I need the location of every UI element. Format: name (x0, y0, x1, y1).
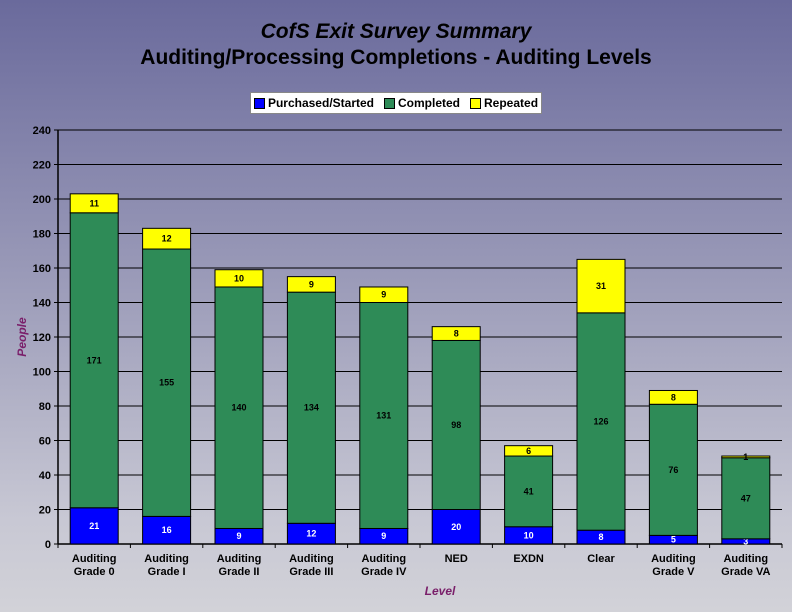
legend-item-repeated: Repeated (470, 96, 538, 110)
bar-segment-repeated (648, 389, 698, 405)
data-label: 8 (598, 532, 603, 542)
data-label: 76 (668, 465, 678, 475)
x-tick-label: Grade V (652, 566, 695, 578)
y-tick-label: 240 (33, 125, 51, 137)
x-tick-label: Grade VA (721, 566, 770, 578)
y-tick-label: 140 (33, 298, 51, 310)
x-tick-label: Auditing (217, 553, 262, 565)
bar-segment-completed (69, 212, 119, 509)
bar-segment-completed (721, 457, 771, 540)
data-label: 134 (304, 403, 319, 413)
legend-swatch-purchased (253, 97, 265, 109)
legend-label-repeated: Repeated (484, 96, 539, 110)
data-label: 21 (89, 521, 99, 531)
data-label: 20 (451, 522, 461, 532)
data-label: 10 (524, 530, 534, 540)
data-label: 8 (671, 392, 676, 402)
bar-segment-repeated (576, 258, 626, 314)
x-tick-label: Grade 0 (74, 566, 115, 578)
bar-segment-purchased-started (431, 509, 481, 545)
y-axis-title: People (15, 317, 29, 357)
x-tick-label: EXDN (513, 553, 544, 565)
bar-segment-purchased-started (69, 507, 119, 545)
data-label: 11 (89, 198, 99, 208)
data-label: 9 (236, 531, 241, 541)
data-label: 12 (306, 529, 316, 539)
y-tick-label: 40 (39, 470, 51, 482)
y-tick-label: 60 (39, 436, 51, 448)
x-tick-label: NED (445, 553, 468, 565)
bar-segment-repeated (286, 276, 336, 293)
data-label: 3 (743, 536, 748, 546)
chart-title: CofS Exit Survey Summary (260, 20, 532, 43)
bar-segment-repeated (359, 286, 409, 304)
x-tick-label: Auditing (144, 553, 189, 565)
data-label: 10 (234, 273, 244, 283)
bar-segment-purchased-started (142, 515, 192, 545)
data-label: 155 (159, 378, 174, 388)
legend-swatch-repeated (470, 97, 482, 109)
x-tick-label: Grade I (148, 566, 186, 578)
data-label: 9 (381, 290, 386, 300)
y-tick-label: 80 (39, 401, 51, 413)
data-label: 6 (526, 446, 531, 456)
data-label: 131 (376, 410, 391, 420)
x-tick-label: Auditing (723, 553, 768, 565)
y-tick-label: 180 (33, 229, 51, 241)
bar-segment-completed (214, 286, 264, 529)
bar-segment-repeated (214, 269, 264, 288)
data-label: 126 (593, 417, 608, 427)
bar-segment-repeated (721, 455, 771, 459)
data-label: 98 (451, 420, 461, 430)
bar-segment-completed (359, 302, 409, 529)
x-tick-label: Clear (587, 553, 615, 565)
x-tick-label: Auditing (72, 553, 117, 565)
legend-label-purchased: Purchased/Started (267, 96, 374, 110)
data-label: 8 (454, 329, 459, 339)
bar-segment-completed (431, 339, 481, 511)
y-tick-label: 0 (45, 539, 51, 551)
bar-segment-completed (504, 455, 554, 528)
y-tick-label: 100 (33, 367, 51, 379)
legend-item-completed: Completed (384, 96, 460, 110)
legend-label-completed: Completed (398, 96, 461, 110)
data-label: 1 (743, 452, 748, 462)
y-tick-label: 200 (33, 194, 51, 206)
bar-segment-repeated (142, 227, 192, 250)
y-tick-label: 20 (39, 505, 51, 517)
bar-segment-completed (286, 291, 336, 524)
data-label: 5 (671, 535, 676, 545)
data-label: 16 (162, 525, 172, 535)
y-tick-label: 160 (33, 263, 51, 275)
x-tick-label: Grade III (289, 566, 333, 578)
y-tick-label: 220 (33, 160, 51, 172)
x-axis-title: Level (425, 584, 456, 598)
data-label: 171 (87, 355, 102, 365)
x-tick-label: Auditing (289, 553, 334, 565)
bar-segment-completed (576, 312, 626, 531)
chart-subtitle: Auditing/Processing Completions - Auditi… (140, 46, 652, 69)
x-tick-label: Auditing (361, 553, 406, 565)
y-tick-label: 120 (33, 332, 51, 344)
x-tick-label: Grade IV (361, 566, 407, 578)
x-tick-label: Grade II (219, 566, 260, 578)
bar-segment-repeated (69, 193, 119, 214)
bar-segment-repeated (431, 326, 481, 341)
data-label: 47 (741, 493, 751, 503)
legend: Purchased/Started Completed Repeated (250, 92, 542, 114)
data-label: 12 (162, 234, 172, 244)
bar-segment-repeated (504, 445, 554, 457)
data-label: 140 (231, 403, 246, 413)
data-label: 9 (309, 279, 314, 289)
data-label: 9 (381, 531, 386, 541)
legend-item-purchased: Purchased/Started (253, 96, 374, 110)
x-tick-label: Auditing (651, 553, 696, 565)
data-label: 41 (524, 486, 534, 496)
legend-swatch-completed (384, 97, 395, 109)
data-label: 31 (596, 281, 606, 291)
